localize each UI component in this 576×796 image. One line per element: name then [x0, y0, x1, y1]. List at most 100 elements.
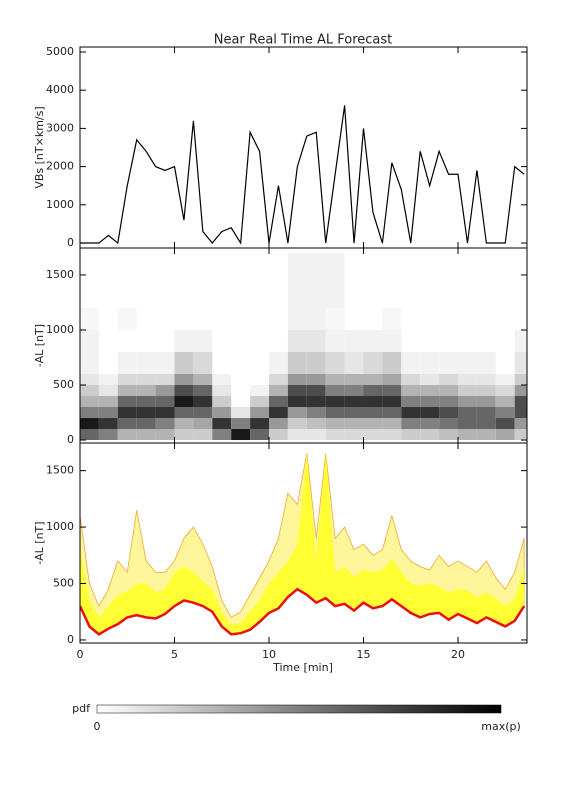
- heat-cell: [363, 385, 383, 397]
- heat-cell: [136, 418, 156, 430]
- heat-cell: [401, 407, 421, 419]
- heat-cell: [363, 396, 383, 408]
- heat-cell: [401, 351, 421, 375]
- plot-area: [80, 252, 527, 441]
- heat-cell: [269, 351, 288, 375]
- heat-cell: [476, 429, 496, 441]
- heat-cell: [117, 307, 137, 330]
- heat-cell: [458, 429, 477, 441]
- heat-cell: [155, 418, 175, 430]
- heat-cell: [117, 396, 137, 408]
- y-axis-label: -AL [nT]: [33, 521, 46, 564]
- heat-cell: [174, 396, 194, 408]
- heat-cell: [382, 351, 402, 375]
- heat-cell: [80, 374, 99, 386]
- heat-cell: [325, 396, 345, 408]
- heat-cell: [439, 351, 459, 375]
- heat-cell: [98, 429, 118, 441]
- heat-cell: [495, 374, 515, 386]
- heat-cell: [325, 429, 345, 441]
- heat-cell: [420, 374, 440, 386]
- heat-cell: [458, 407, 477, 419]
- heat-cell: [193, 385, 213, 397]
- colorbar: [96, 704, 502, 714]
- heat-cell: [136, 374, 156, 386]
- heat-cell: [174, 418, 194, 430]
- heat-cell: [98, 418, 118, 430]
- heat-cell: [174, 385, 194, 397]
- heat-cell: [98, 374, 118, 386]
- heat-cell: [363, 351, 383, 375]
- y-tick-label: 0: [67, 236, 74, 249]
- heat-cell: [476, 374, 496, 386]
- heat-cell: [439, 418, 459, 430]
- y-tick-label: 0: [67, 633, 74, 646]
- heat-cell: [136, 429, 156, 441]
- heat-cell: [306, 407, 326, 419]
- heat-cell: [80, 429, 99, 441]
- heat-cell: [363, 374, 383, 386]
- heat-cell: [401, 429, 421, 441]
- heat-cell: [98, 396, 118, 408]
- heat-cell: [514, 429, 527, 441]
- heat-cell: [439, 429, 459, 441]
- heat-cell: [325, 374, 345, 386]
- heat-cell: [80, 407, 99, 419]
- heat-cell: [495, 385, 515, 397]
- heat-cell: [80, 307, 99, 330]
- heat-cell: [193, 429, 213, 441]
- heat-cell: [155, 374, 175, 386]
- heat-cell: [250, 385, 270, 397]
- heat-cell: [306, 329, 326, 352]
- heat-cell: [514, 374, 527, 386]
- heat-cell: [117, 407, 137, 419]
- heat-cell: [287, 374, 307, 386]
- x-tick-label: 10: [262, 648, 276, 661]
- heat-cell: [382, 385, 402, 397]
- heat-cell: [212, 396, 232, 408]
- heat-cell: [495, 407, 515, 419]
- heat-cell: [80, 351, 99, 375]
- heat-cell: [363, 407, 383, 419]
- axes-frame: [79, 442, 528, 644]
- heat-cell: [382, 396, 402, 408]
- heat-cell: [269, 374, 288, 386]
- x-tick-label: 20: [451, 648, 465, 661]
- heat-cell: [287, 418, 307, 430]
- heat-cell: [306, 429, 326, 441]
- heat-cell: [401, 418, 421, 430]
- heat-cell: [514, 385, 527, 397]
- heat-cell: [344, 385, 364, 397]
- heat-cell: [401, 385, 421, 397]
- heat-cell: [420, 407, 440, 419]
- heat-cell: [287, 329, 307, 352]
- heat-cell: [439, 407, 459, 419]
- y-tick-label: 5000: [46, 45, 74, 58]
- heat-cell: [495, 418, 515, 430]
- heat-cell: [514, 396, 527, 408]
- heat-cell: [117, 429, 137, 441]
- heat-cell: [193, 418, 213, 430]
- heat-cell: [155, 351, 175, 375]
- y-tick-label: 0: [67, 433, 74, 446]
- heat-cell: [155, 385, 175, 397]
- heat-cell: [382, 407, 402, 419]
- heat-cell: [269, 407, 288, 419]
- heat-cell: [155, 407, 175, 419]
- heat-cell: [420, 351, 440, 375]
- heat-cell: [420, 418, 440, 430]
- heat-cell: [344, 329, 364, 352]
- heat-cell: [401, 396, 421, 408]
- heat-cell: [269, 418, 288, 430]
- heat-cell: [382, 307, 402, 330]
- heat-cell: [212, 407, 232, 419]
- heat-cell: [325, 329, 345, 352]
- heat-cell: [420, 429, 440, 441]
- y-tick-label: 1500: [46, 464, 74, 477]
- heat-cell: [117, 374, 137, 386]
- heat-cell: [193, 407, 213, 419]
- heat-cell: [136, 385, 156, 397]
- colorbar-tick: 0: [94, 720, 101, 733]
- heat-cell: [476, 396, 496, 408]
